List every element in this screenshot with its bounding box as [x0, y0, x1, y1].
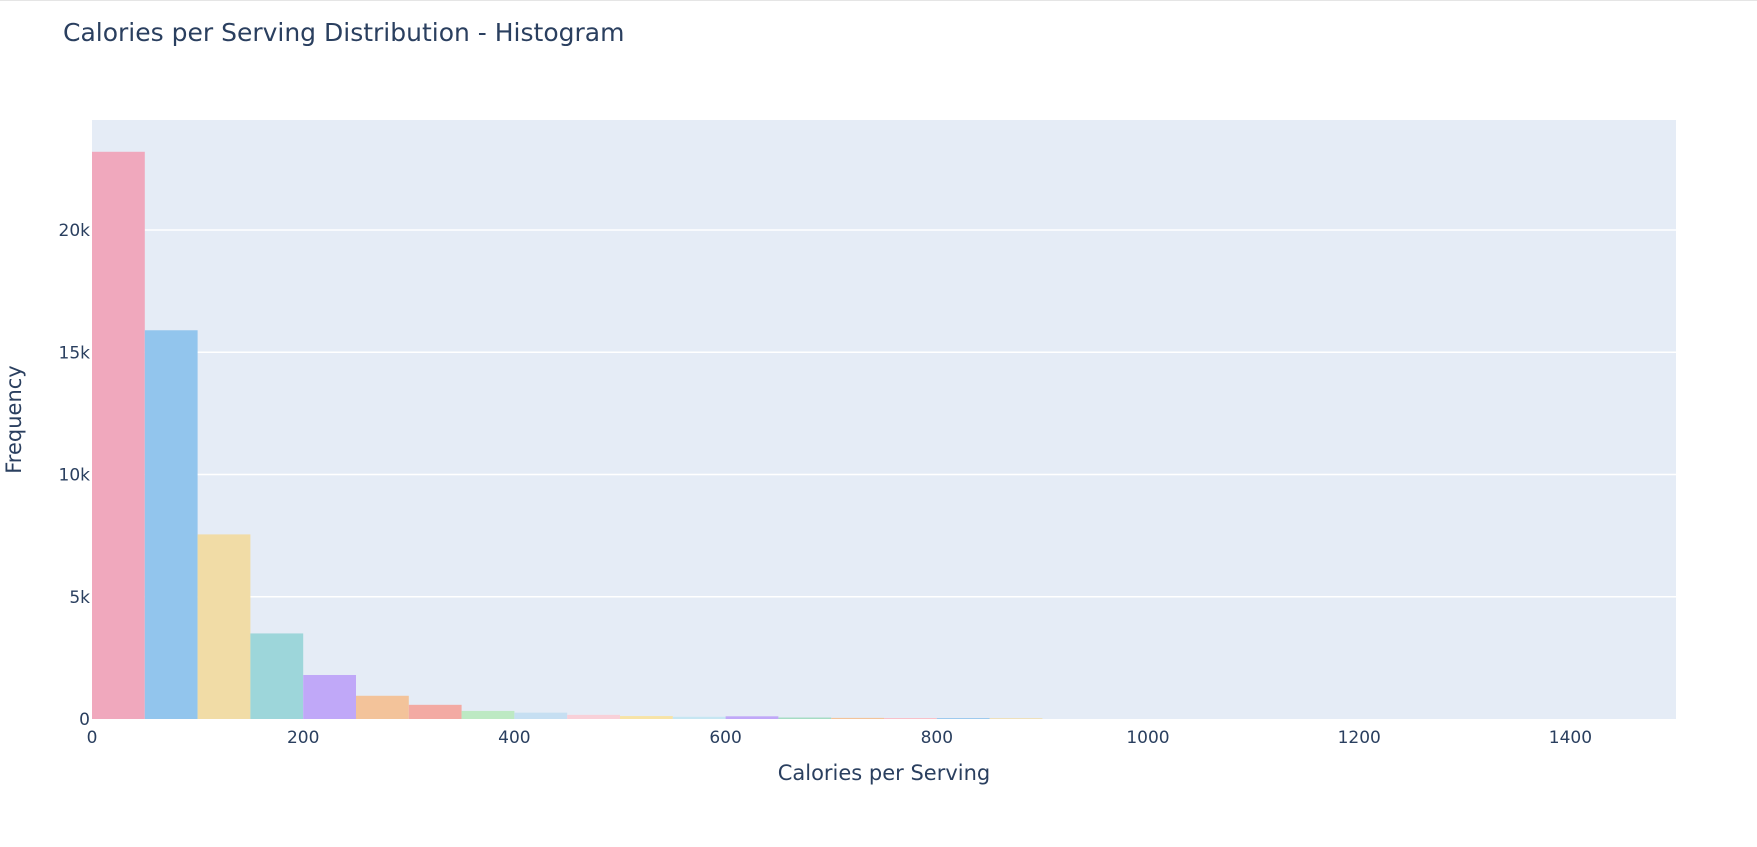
top-divider	[0, 0, 1757, 1]
y-tick-label: 20k	[59, 221, 91, 241]
x-tick-label: 600	[709, 728, 741, 748]
histogram-bar-250-300[interactable]	[356, 695, 409, 719]
histogram-bar-650-700[interactable]	[778, 717, 832, 719]
plot-area	[92, 120, 1676, 719]
histogram-bar-150-200[interactable]	[250, 633, 304, 719]
histogram-bar-400-450[interactable]	[514, 712, 568, 719]
histogram-bar-750-800[interactable]	[884, 718, 937, 719]
chart-title: Calories per Serving Distribution - Hist…	[63, 18, 625, 47]
histogram-bars	[92, 151, 1043, 719]
x-tick-label: 1400	[1549, 728, 1592, 748]
histogram-bar-300-350[interactable]	[408, 704, 462, 719]
histogram-bar-50-100[interactable]	[144, 330, 198, 719]
histogram-bar-550-600[interactable]	[672, 716, 726, 719]
histogram-bar-350-400[interactable]	[461, 710, 515, 719]
y-tick-label: 10k	[59, 466, 91, 486]
histogram-bar-850-900[interactable]	[989, 718, 1043, 719]
histogram-bar-600-650[interactable]	[725, 716, 779, 719]
histogram-bar-500-550[interactable]	[620, 716, 673, 719]
histogram-bar-700-750[interactable]	[831, 717, 884, 719]
x-tick-label: 800	[921, 728, 953, 748]
x-axis-ticks: 0 200 400 600 800 1000 1200 1400	[87, 728, 1592, 748]
x-axis-title: Calories per Serving	[778, 761, 991, 785]
y-axis-title: Frequency	[2, 365, 26, 474]
histogram-bar-200-250[interactable]	[303, 674, 356, 719]
x-tick-label: 200	[287, 728, 319, 748]
x-tick-label: 0	[87, 728, 98, 748]
y-tick-label: 0	[79, 710, 90, 730]
histogram-bar-450-500[interactable]	[567, 714, 620, 719]
x-tick-label: 400	[498, 728, 530, 748]
x-tick-label: 1000	[1126, 728, 1169, 748]
histogram-bar-0-50[interactable]	[92, 151, 145, 719]
y-axis-ticks: 0 5k 10k 15k 20k	[59, 221, 91, 730]
histogram-bar-800-850[interactable]	[936, 718, 990, 719]
x-tick-label: 1200	[1338, 728, 1381, 748]
y-tick-label: 5k	[69, 588, 90, 608]
y-tick-label: 15k	[59, 343, 91, 363]
histogram-bar-100-150[interactable]	[197, 534, 251, 719]
grid-lines	[92, 229, 1676, 598]
